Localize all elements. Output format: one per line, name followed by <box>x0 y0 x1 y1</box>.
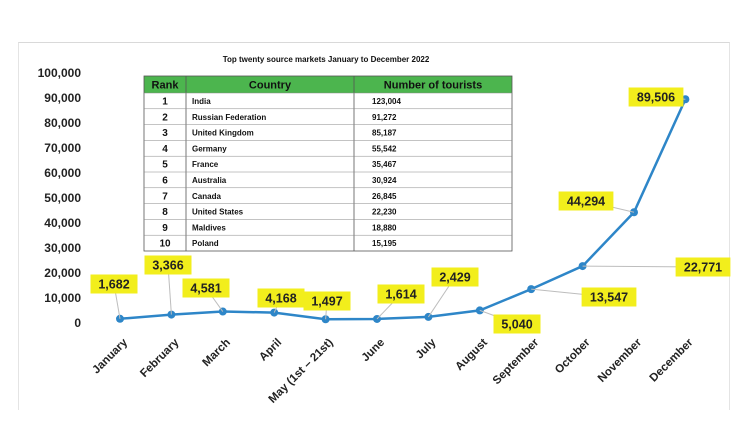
data-label-box <box>675 257 731 277</box>
inset-table-tourists: 26,845 <box>372 192 397 201</box>
inset-table-border <box>143 75 513 252</box>
inset-table-tourists: 15,195 <box>372 239 397 248</box>
y-tick-label: 30,000 <box>44 241 81 255</box>
x-category-label: October <box>553 336 593 376</box>
inset-table-country: Poland <box>192 239 219 248</box>
data-label-box <box>257 288 305 308</box>
x-category-label: August <box>453 337 490 374</box>
line-chart: 0 10,000 20,000 30,000 40,000 50,000 60,000 70,… <box>38 55 731 406</box>
x-category-label: September <box>491 336 542 387</box>
x-category-label: November <box>596 336 645 385</box>
inset-table-country: Russian Federation <box>192 113 266 122</box>
y-tick-label: 90,000 <box>44 91 81 105</box>
inset-table-rank: 10 <box>159 239 171 250</box>
x-category-label: January <box>90 336 130 376</box>
data-label-box <box>303 291 351 311</box>
inset-table-rank: 3 <box>162 128 168 139</box>
data-label-box <box>581 287 637 307</box>
inset-table-tourists: 30,924 <box>372 176 397 185</box>
inset-table-rank: 7 <box>162 191 168 202</box>
inset-table-header-cell: Rank <box>152 80 180 92</box>
data-label: 4,581 <box>190 282 221 296</box>
data-label-box <box>90 274 138 294</box>
inset-table-country: India <box>192 97 211 106</box>
data-label: 3,366 <box>152 259 183 273</box>
x-category-label: April <box>257 337 284 364</box>
y-tick-label: 0 <box>74 316 81 330</box>
inset-table-country: France <box>192 160 219 169</box>
inset-table-rank: 8 <box>162 207 168 218</box>
x-category-label: June <box>360 337 387 364</box>
x-category-label: December <box>648 336 696 384</box>
y-tick-label: 10,000 <box>44 291 81 305</box>
series-line <box>119 98 687 321</box>
inset-table-tourists: 123,004 <box>372 97 401 106</box>
data-label: 22,771 <box>684 261 722 275</box>
data-label-box <box>628 87 684 107</box>
inset-table-tourists: 18,880 <box>372 223 397 232</box>
y-tick-label: 70,000 <box>44 141 81 155</box>
data-label-box <box>377 284 425 304</box>
data-label-box <box>558 191 614 211</box>
data-label-box <box>493 314 541 334</box>
inset-table-tourists: 85,187 <box>372 129 397 138</box>
x-category-label: February <box>138 336 182 380</box>
chart-frame: 0 10,000 20,000 30,000 40,000 50,000 60,000 70,… <box>18 42 731 410</box>
inset-table-header-cell: Number of tourists <box>384 80 482 92</box>
inset-table-rank: 5 <box>162 160 168 171</box>
data-label-box <box>431 267 479 287</box>
data-label: 1,614 <box>385 288 416 302</box>
data-label-box <box>144 255 192 275</box>
inset-table-rank: 4 <box>162 144 168 155</box>
inset-table-title: Top twenty source markets January to Dec… <box>223 55 430 64</box>
x-category-label: March <box>200 337 232 369</box>
inset-table-header-row <box>144 76 512 93</box>
inset-table-rank: 6 <box>162 176 168 187</box>
inset-table-country: Canada <box>192 192 221 201</box>
data-label: 1,497 <box>311 295 342 309</box>
inset-table-tourists: 22,230 <box>372 208 397 217</box>
inset-table-rank: 2 <box>162 112 168 123</box>
y-tick-label: 60,000 <box>44 166 81 180</box>
y-tick-label: 20,000 <box>44 266 81 280</box>
data-label: 44,294 <box>567 195 605 209</box>
data-label: 2,429 <box>439 271 470 285</box>
inset-table-header-cell: Country <box>249 80 292 92</box>
inset-table-tourists: 91,272 <box>372 113 397 122</box>
inset-table-rank: 1 <box>162 97 168 108</box>
data-label: 1,682 <box>98 278 129 292</box>
inset-table-country: Maldives <box>192 223 226 232</box>
inset-table-country: Australia <box>192 176 227 185</box>
inset-table-country: United States <box>192 208 244 217</box>
y-tick-label: 100,000 <box>38 66 82 80</box>
data-label: 89,506 <box>637 91 675 105</box>
y-tick-label: 50,000 <box>44 191 81 205</box>
inset-table-country: United Kingdom <box>192 129 254 138</box>
data-label: 4,168 <box>265 292 296 306</box>
inset-table-tourists: 35,467 <box>372 160 397 169</box>
data-label: 13,547 <box>590 291 628 305</box>
inset-table-rank: 9 <box>162 223 168 234</box>
inset-table-country: Germany <box>192 144 227 153</box>
y-tick-label: 80,000 <box>44 116 81 130</box>
y-tick-label: 40,000 <box>44 216 81 230</box>
inset-table-tourists: 55,542 <box>372 144 397 153</box>
data-label: 5,040 <box>501 318 532 332</box>
data-label-box <box>182 278 230 298</box>
x-category-label: July <box>414 336 439 361</box>
